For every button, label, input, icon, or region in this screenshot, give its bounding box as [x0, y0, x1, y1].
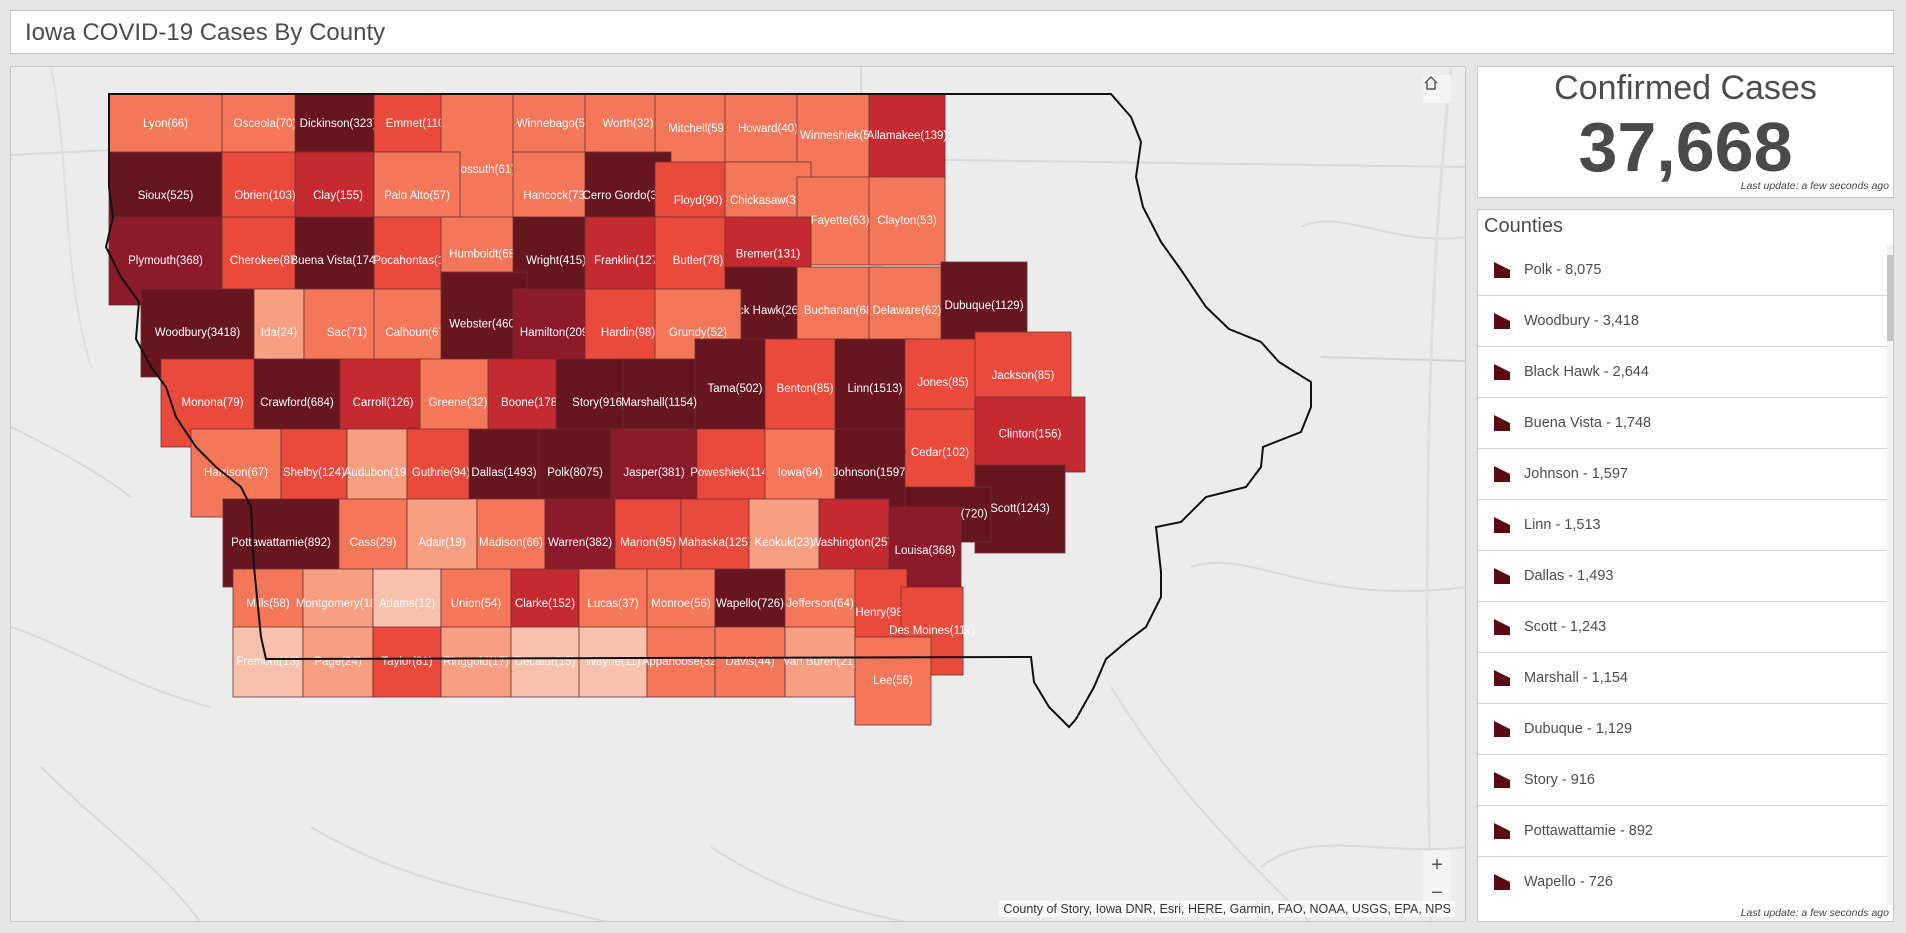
county-davis[interactable]: Davis(44) [714, 626, 786, 698]
county-shape-icon [1494, 313, 1510, 329]
counter-last-update: Last update: a few seconds ago [1740, 180, 1889, 192]
county-decatur[interactable]: Decatur(15) [510, 626, 580, 698]
list-item-label: Black Hawk - 2,644 [1524, 364, 1649, 380]
county-clayton[interactable]: Clayton(53) [868, 176, 946, 266]
county-shape[interactable] [646, 626, 716, 698]
county-shape[interactable] [372, 626, 442, 698]
county-shape-icon [1494, 568, 1510, 584]
county-benton[interactable]: Benton(85) [764, 338, 846, 440]
county-shape[interactable] [221, 93, 309, 155]
county-shape[interactable] [510, 626, 580, 698]
county-shape[interactable] [108, 93, 223, 155]
county-shape[interactable] [694, 338, 776, 440]
list-item[interactable]: Scott - 1,243 [1478, 602, 1889, 653]
map-attribution: County of Story, Iowa DNR, Esri, HERE, G… [999, 901, 1455, 917]
list-item[interactable]: Buena Vista - 1,748 [1478, 398, 1889, 449]
list-item-label: Story - 916 [1524, 772, 1595, 788]
list-item[interactable]: Dubuque - 1,129 [1478, 704, 1889, 755]
county-cedar[interactable]: Cedar(102) [904, 408, 976, 498]
zoom-in-button[interactable]: + [1423, 851, 1451, 879]
county-taylor[interactable]: Taylor(81) [372, 626, 442, 698]
list-item[interactable]: Story - 916 [1478, 755, 1889, 806]
county-tama[interactable]: Tama(502) [694, 338, 776, 440]
confirmed-cases-panel: Confirmed Cases 37,668 Last update: a fe… [1477, 66, 1894, 198]
list-item[interactable]: Woodbury - 3,418 [1478, 296, 1889, 347]
county-fremont[interactable]: Fremont(13) [232, 626, 304, 698]
county-page[interactable]: Page(24) [302, 626, 374, 698]
list-item-label: Wapello - 726 [1524, 874, 1613, 890]
list-item[interactable]: Black Hawk - 2,644 [1478, 347, 1889, 398]
county-shape[interactable] [834, 338, 916, 440]
county-dickinson[interactable]: Dickinson(323) [294, 93, 382, 155]
county-allamakee[interactable]: Allamakee(139) [867, 93, 948, 179]
list-item[interactable]: Pottawattamie - 892 [1478, 806, 1889, 857]
list-title: Counties [1484, 215, 1563, 237]
county-shape-icon [1494, 262, 1510, 278]
county-shape[interactable] [764, 338, 846, 440]
home-icon[interactable] [1423, 75, 1451, 103]
county-shape[interactable] [232, 626, 304, 698]
county-appanoose[interactable]: Appanoose(32) [642, 626, 721, 698]
county-shape[interactable] [974, 396, 1086, 473]
county-shape-icon [1494, 364, 1510, 380]
county-list-panel: Counties Polk - 8,075 Woodbury - 3,418 Bla… [1477, 209, 1894, 922]
county-shape[interactable] [868, 93, 946, 179]
county-shape-icon [1494, 619, 1510, 635]
county-shape-icon [1494, 466, 1510, 482]
list-item-label: Woodbury - 3,418 [1524, 313, 1639, 329]
list-item[interactable]: Marshall - 1,154 [1478, 653, 1889, 704]
list-item[interactable]: Johnson - 1,597 [1478, 449, 1889, 500]
county-shape[interactable] [578, 626, 648, 698]
page-title: Iowa COVID-19 Cases By County [25, 19, 386, 46]
county-wayne[interactable]: Wayne(11) [578, 626, 648, 698]
county-shape-icon [1494, 721, 1510, 737]
county-shape-icon [1494, 415, 1510, 431]
county-shape[interactable] [784, 626, 856, 698]
county-linn[interactable]: Linn(1513) [834, 338, 916, 440]
county-clinton[interactable]: Clinton(156) [974, 396, 1086, 473]
app-header: Iowa COVID-19 Cases By County [10, 10, 1894, 54]
county-shape-icon [1494, 772, 1510, 788]
list-item-label: Johnson - 1,597 [1524, 466, 1628, 482]
county-shape-icon [1494, 874, 1510, 890]
list-last-update: Last update: a few seconds ago [1740, 907, 1889, 919]
county-list[interactable]: Polk - 8,075 Woodbury - 3,418 Black Hawk -… [1478, 245, 1889, 905]
state-outline [104, 93, 1312, 729]
county-shape[interactable] [714, 626, 786, 698]
county-shape[interactable] [904, 408, 976, 498]
list-item-label: Scott - 1,243 [1524, 619, 1607, 635]
list-item[interactable]: Polk - 8,075 [1478, 245, 1889, 296]
county-shape[interactable] [302, 626, 374, 698]
basemap [11, 67, 1465, 921]
list-item[interactable]: Wapello - 726 [1478, 857, 1889, 905]
iowa-county-map[interactable]: Lyon(66) Osceola(70) Dickinson(323) Emmet(1… [11, 67, 1466, 922]
county-shape-icon [1494, 670, 1510, 686]
county-shape-icon [1494, 517, 1510, 533]
list-item[interactable]: Linn - 1,513 [1478, 500, 1889, 551]
county-shape[interactable] [854, 636, 932, 726]
county-shape-icon [1494, 823, 1510, 839]
list-item[interactable]: Dallas - 1,493 [1478, 551, 1889, 602]
confirmed-cases-value: 37,668 [1578, 108, 1793, 186]
county-van-buren[interactable]: Van Buren(21) [783, 626, 857, 698]
counter-title: Confirmed Cases [1554, 69, 1817, 107]
county-shape[interactable] [294, 93, 382, 155]
list-scrollbar[interactable] [1887, 245, 1893, 905]
map-panel[interactable]: Lyon(66) Osceola(70) Dickinson(323) Emmet(1… [10, 66, 1466, 922]
county-shape[interactable] [440, 626, 512, 698]
list-item-label: Buena Vista - 1,748 [1524, 415, 1652, 431]
county-shape[interactable] [868, 176, 946, 266]
list-item-label: Pottawattamie - 892 [1524, 823, 1653, 839]
list-item-label: Polk - 8,075 [1524, 262, 1602, 278]
county-ringgold[interactable]: Ringgold(17) [440, 626, 512, 698]
counties-layer[interactable]: Lyon(66) Osceola(70) Dickinson(323) Emmet(1… [108, 93, 1086, 726]
list-item-label: Marshall - 1,154 [1524, 670, 1628, 686]
county-lee[interactable]: Lee(56) [854, 636, 932, 726]
list-item-label: Linn - 1,513 [1524, 517, 1601, 533]
list-scrollbar-thumb[interactable] [1887, 255, 1893, 341]
list-item-label: Dubuque - 1,129 [1524, 721, 1633, 737]
county-lyon[interactable]: Lyon(66) [108, 93, 223, 155]
list-item-label: Dallas - 1,493 [1524, 568, 1614, 584]
